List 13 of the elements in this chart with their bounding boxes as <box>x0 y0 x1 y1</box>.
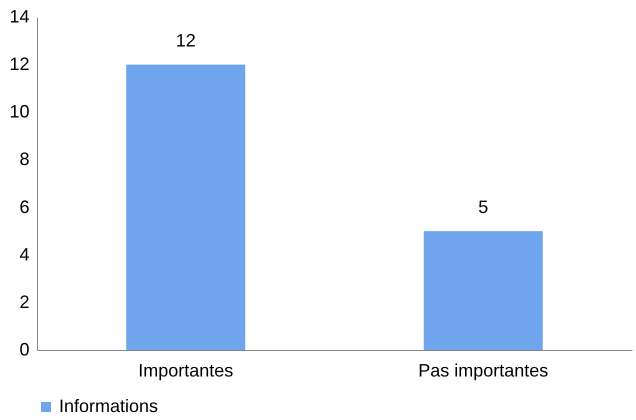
y-tick-label: 0 <box>19 340 30 360</box>
y-tick-label: 4 <box>19 244 30 264</box>
data-label: 5 <box>478 197 488 218</box>
legend-label: Informations <box>59 396 158 416</box>
x-tick-label: Importantes <box>138 360 234 380</box>
y-tick-label: 8 <box>19 149 30 170</box>
y-tick-label: 6 <box>19 196 30 217</box>
data-label: 12 <box>176 30 196 51</box>
x-tick-label: Pas importantes <box>418 360 548 380</box>
y-tick-label: 14 <box>9 6 30 26</box>
y-tick-label: 12 <box>9 54 30 74</box>
y-tick-label: 10 <box>9 102 30 122</box>
y-tick-label: 2 <box>19 292 30 312</box>
